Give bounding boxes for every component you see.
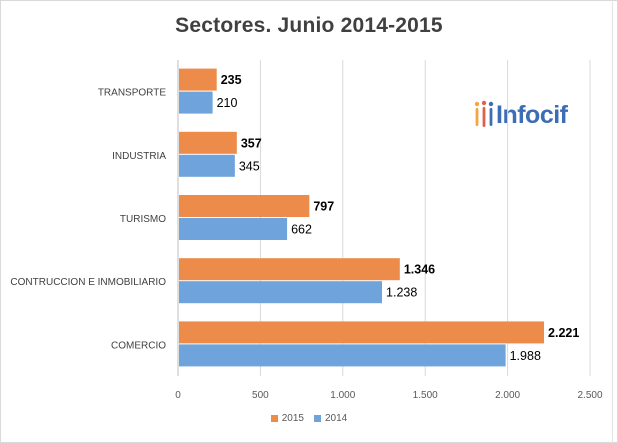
category-label: COMERCIO [111, 340, 166, 351]
data-label-2014: 662 [291, 223, 312, 237]
bar-2015 [179, 258, 400, 281]
data-label-2015: 797 [313, 200, 334, 214]
bar-2014 [179, 154, 235, 177]
data-label-2015: 357 [241, 136, 262, 150]
x-tick-label: 2.500 [577, 390, 602, 401]
legend-swatch-2015 [270, 415, 278, 422]
data-label-2014: 345 [239, 159, 260, 173]
category-label: TURISMO [120, 214, 166, 225]
people-figures-icon [474, 100, 494, 127]
bar-2014 [179, 218, 288, 240]
x-tick-label: 0 [175, 390, 181, 401]
legend-label-2015: 2015 [281, 413, 304, 424]
legend-item-2014: 2014 [314, 413, 347, 424]
data-label-2015: 1.346 [404, 263, 435, 277]
sheet-column-edge [612, 0, 613, 443]
legend: 2015 2014 [0, 413, 618, 424]
bar-2015 [179, 68, 217, 91]
category-label: INDUSTRIA [112, 151, 166, 162]
category-label: TRANSPORTE [98, 88, 166, 99]
x-tick-label: 500 [252, 390, 269, 401]
legend-swatch-2014 [314, 415, 321, 422]
bar-2015 [179, 195, 310, 217]
x-tick-label: 1.000 [330, 390, 355, 401]
bar-2015 [179, 131, 237, 154]
legend-item-2015: 2015 [270, 413, 304, 424]
data-label-2014: 210 [217, 96, 238, 110]
data-label-2014: 1.238 [386, 286, 417, 300]
data-label-2014: 1.988 [510, 349, 541, 363]
bar-2015 [179, 321, 545, 344]
bar-2014 [179, 281, 383, 304]
bar-2014 [179, 344, 506, 367]
category-label: CONTRUCCION E INMOBILIARIO [10, 277, 166, 288]
chart-title: Sectores. Junio 2014-2015 [175, 14, 443, 37]
data-label-2015: 2.221 [548, 326, 579, 340]
bar-2014 [179, 91, 213, 114]
data-label-2015: 235 [221, 73, 242, 87]
legend-label-2014: 2014 [325, 413, 348, 424]
x-tick-label: 1.500 [413, 390, 438, 401]
x-tick-label: 2.000 [495, 390, 520, 401]
